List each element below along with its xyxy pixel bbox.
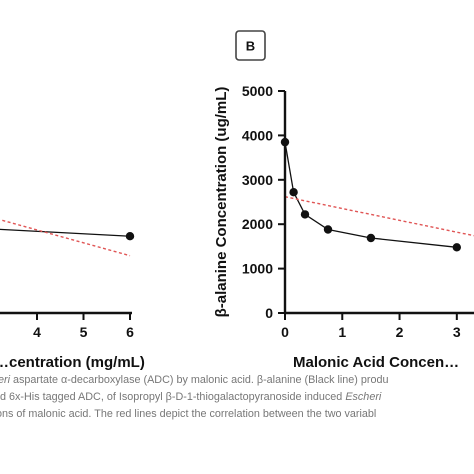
- panel-b-x-tick-label: 2: [396, 324, 404, 340]
- panel-b-x-tick-label: 3: [453, 324, 461, 340]
- panel-a-x-tick-label: 4: [33, 324, 41, 340]
- panel-a-x-tick-label: 5: [80, 324, 88, 340]
- caption-line2-italic: Escheri: [345, 391, 382, 403]
- panel-b-x-tick-label: 1: [338, 324, 346, 340]
- panel-b-y-tick-label: 3000: [242, 172, 273, 188]
- panel-b-data-point: [366, 233, 376, 243]
- panel-b-y-tick-label: 2000: [242, 216, 273, 232]
- panel-b-data-point: [289, 188, 298, 197]
- panel-b-letter-box: [235, 30, 266, 61]
- panel-b-data-point: [452, 243, 461, 252]
- panel-b-letter: B: [246, 39, 255, 54]
- panel-b-trend-line: [284, 196, 474, 237]
- caption-line1-prefix: eri: [0, 374, 10, 386]
- panel-a-trend-line: [0, 218, 131, 257]
- panel-a-series-line: [0, 228, 131, 237]
- panel-b-x-tick-label: 0: [281, 324, 289, 340]
- figure-caption: eri aspartate α-decarboxylase (ADC) by m…: [0, 372, 474, 474]
- panel-b-y-axis-label: β-alanine Concentration (ug/mL): [213, 87, 230, 318]
- panel-b-data-point: [323, 225, 333, 234]
- panel-b-data-point: [300, 210, 310, 219]
- caption-line1: aspartate α-decarboxylase (ADC) by malon…: [10, 374, 389, 386]
- panel-b-y-tick-label: 1000: [242, 261, 273, 277]
- panel-a-chart: 4 5 6 …centration (mg/mL): [0, 218, 145, 371]
- panel-b-x-axis-label: Malonic Acid Concen…: [293, 354, 459, 371]
- caption-line2: ed 6x-His tagged ADC, of Isopropyl β-D-1…: [0, 391, 346, 403]
- panel-a-x-axis-label: …centration (mg/mL): [0, 354, 145, 371]
- panel-b-y-tick-label: 0: [265, 305, 273, 321]
- panel-b-y-tick-label: 4000: [242, 127, 273, 143]
- panel-b-series-line: [284, 141, 457, 248]
- panel-b-y-tick-label: 5000: [242, 83, 273, 99]
- panel-a-data-point: [125, 232, 135, 241]
- caption-line3: ons of malonic acid. The red lines depic…: [0, 408, 377, 420]
- panel-a-x-tick-label: 6: [126, 324, 134, 340]
- panel-b-chart: B 0 1 2 3 0 1000 2000 3000 4000 5000 β-alanine Co…: [213, 30, 474, 371]
